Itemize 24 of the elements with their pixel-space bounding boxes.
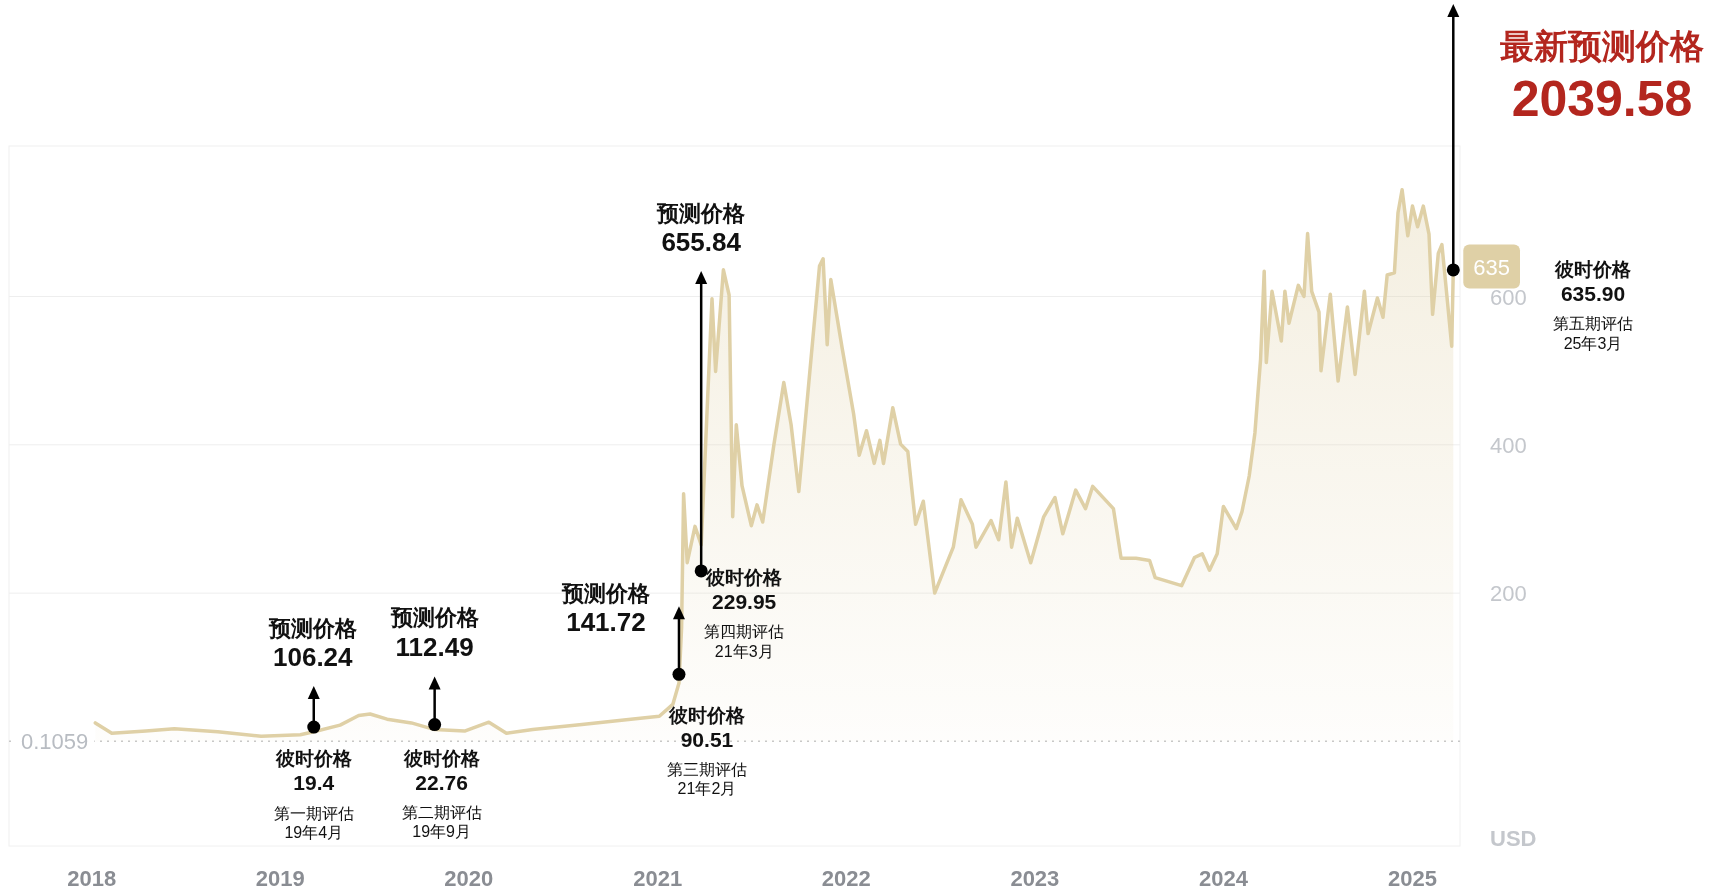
- annotation: 预测价格 141.72: [560, 581, 651, 638]
- annotation: 预测价格 106.24: [267, 615, 358, 673]
- annotation: 635: [1473, 254, 1510, 280]
- text: 彼时价格 635.90 第五期评估 25年3月: [1553, 259, 1633, 352]
- annotation: 彼时价格 22.76 第二期评估 19年9月: [401, 747, 482, 841]
- annotation: 彼时价格 90.51 第三期评估 21年2月: [666, 704, 747, 798]
- ytick: 400: [1490, 432, 1527, 458]
- text: 最新预测价格 2039.58: [1500, 27, 1704, 127]
- ytick: 600: [1490, 284, 1527, 310]
- ref-line-label: 0.1059: [21, 729, 89, 755]
- xtick: 2024: [1198, 866, 1248, 891]
- xtick: 2025: [1388, 866, 1437, 891]
- xtick: 2019: [255, 866, 305, 891]
- xtick: 2018: [67, 866, 117, 891]
- xtick: 2020: [444, 866, 494, 891]
- annotation: 预测价格 112.49: [389, 605, 480, 662]
- xtick: 2023: [1010, 866, 1060, 891]
- annotation: 预测价格 655.84: [656, 200, 747, 258]
- annotation: 彼时价格 229.95 第四期评估 21年3月: [704, 567, 785, 660]
- annotation: 彼时价格 19.4 第一期评估 19年4月: [273, 748, 354, 841]
- y-axis-title: USD: [1490, 826, 1537, 851]
- ytick: 200: [1490, 581, 1527, 607]
- xtick: 2021: [633, 866, 683, 891]
- xtick: 2022: [821, 866, 871, 891]
